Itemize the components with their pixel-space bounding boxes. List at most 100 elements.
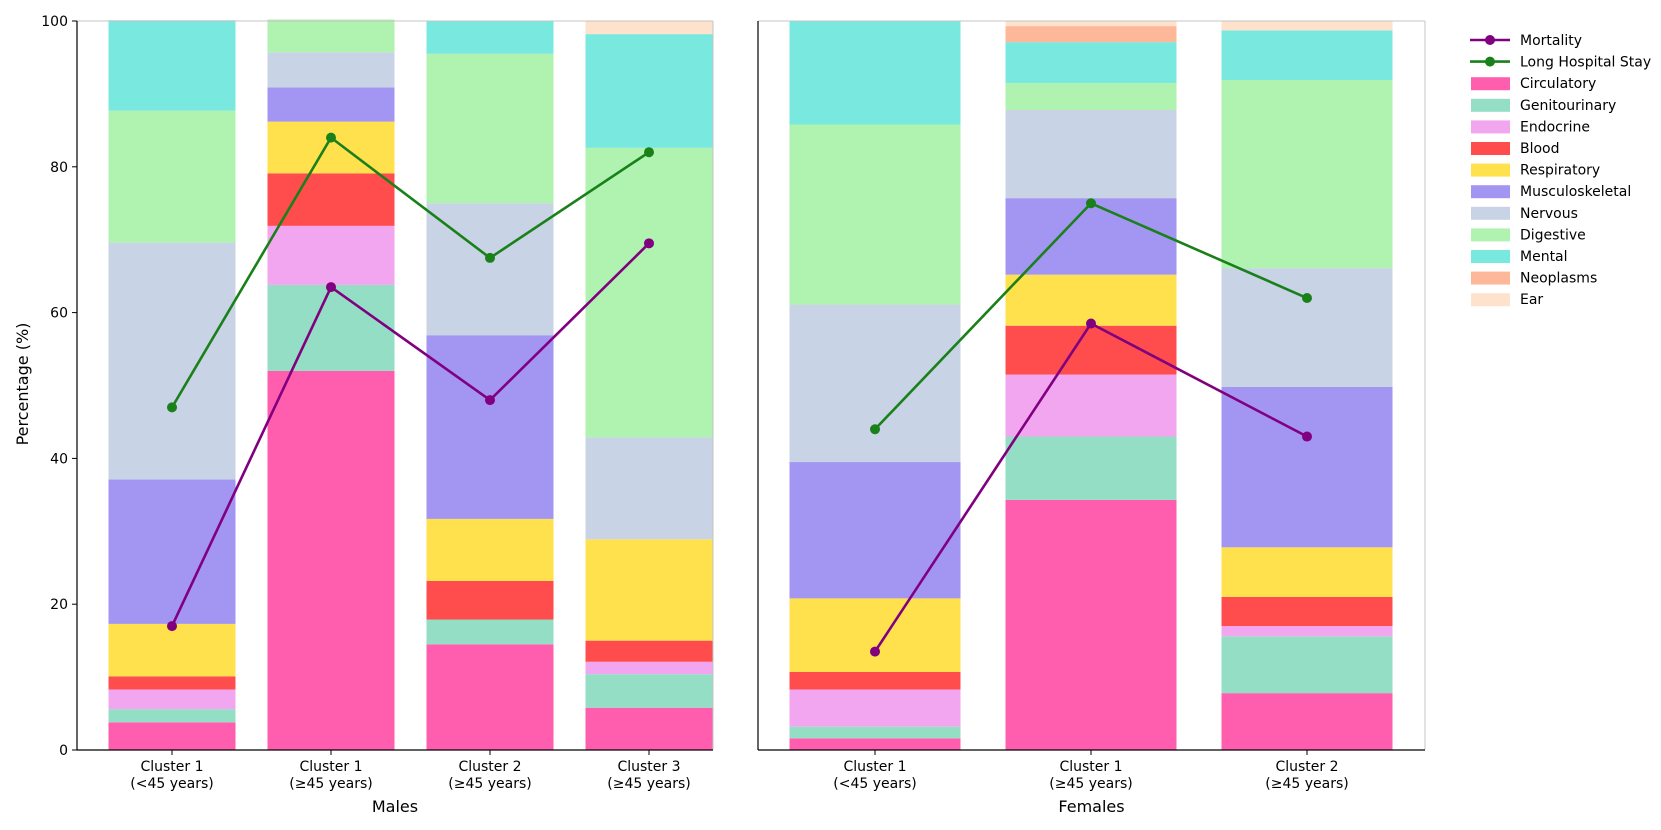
bar-segment-blood bbox=[789, 671, 961, 690]
bar-segment-blood bbox=[585, 640, 713, 662]
bar-segment-digestive bbox=[1221, 80, 1393, 269]
bar-segment-blood bbox=[267, 173, 395, 226]
bar-segment-nervous bbox=[267, 52, 395, 88]
bar-segment-circulatory bbox=[267, 370, 395, 750]
mortality-point bbox=[1086, 318, 1096, 329]
bar-segment-ear bbox=[585, 21, 713, 35]
x-tick-label-sub: (<45 years) bbox=[130, 776, 213, 792]
bar-segment-circulatory bbox=[585, 707, 713, 750]
bar-segment-digestive bbox=[1005, 82, 1177, 110]
legend-swatch bbox=[1471, 142, 1510, 155]
legend-label: Musculoskeletal bbox=[1520, 184, 1631, 200]
legend-label: Genitourinary bbox=[1520, 98, 1616, 114]
mortality-point bbox=[870, 646, 880, 657]
legend-swatch bbox=[1471, 98, 1510, 112]
bar-segment-mental bbox=[789, 21, 961, 125]
long_stay-point bbox=[644, 147, 654, 158]
y-axis-label: Percentage (%) bbox=[13, 323, 32, 446]
x-tick-label-sub: (<45 years) bbox=[833, 776, 916, 792]
bar-segment-respiratory bbox=[585, 539, 713, 641]
legend-item: Nervous bbox=[1471, 206, 1578, 222]
legend-item: Digestive bbox=[1471, 227, 1586, 243]
long_stay-point bbox=[870, 424, 880, 435]
legend-swatch-marker bbox=[1485, 56, 1495, 67]
legend-item: Genitourinary bbox=[1471, 98, 1616, 114]
bar-segment-genitourinary bbox=[789, 726, 961, 739]
bar-segment-respiratory bbox=[789, 598, 961, 672]
legend-label: Long Hospital Stay bbox=[1520, 55, 1651, 71]
bar-segment-digestive bbox=[789, 124, 961, 305]
bar-segment-blood bbox=[108, 676, 236, 690]
x-tick-label: Cluster 1 bbox=[299, 759, 362, 775]
bar-segment-genitourinary bbox=[267, 284, 395, 371]
bar-segment-genitourinary bbox=[585, 674, 713, 708]
bar-segment-endocrine bbox=[789, 689, 961, 727]
bar-segment-digestive bbox=[108, 110, 236, 243]
legend-label: Mortality bbox=[1520, 33, 1582, 49]
legend-label: Respiratory bbox=[1520, 163, 1600, 179]
bar-segment-endocrine bbox=[1221, 626, 1393, 637]
x-tick-label: Cluster 3 bbox=[617, 759, 680, 775]
bar-segment-nervous bbox=[585, 437, 713, 540]
long_stay-point bbox=[167, 402, 177, 413]
legend-swatch-marker bbox=[1485, 35, 1495, 45]
legend-swatch bbox=[1471, 163, 1510, 177]
legend-swatch bbox=[1471, 250, 1510, 263]
legend-item: Blood bbox=[1471, 141, 1560, 157]
y-tick-label: 0 bbox=[59, 743, 68, 759]
y-tick-label: 100 bbox=[41, 14, 68, 30]
bar-segment-ear bbox=[1221, 21, 1393, 31]
bar-segment-endocrine bbox=[1005, 374, 1177, 437]
bar-segment-nervous bbox=[108, 242, 236, 480]
x-tick-label-sub: (≥45 years) bbox=[1049, 776, 1132, 792]
legend-item: Long Hospital Stay bbox=[1470, 55, 1651, 71]
legend-label: Digestive bbox=[1520, 227, 1586, 243]
legend-label: Nervous bbox=[1520, 206, 1578, 222]
bar-segment-nervous bbox=[1221, 268, 1393, 387]
bar-segment-respiratory bbox=[1005, 274, 1177, 326]
bar-segment-genitourinary bbox=[1221, 636, 1393, 694]
bar-segment-endocrine bbox=[267, 225, 395, 285]
x-axis-label: Males bbox=[372, 797, 418, 816]
y-tick-label: 80 bbox=[50, 160, 68, 176]
x-tick-label-sub: (≥45 years) bbox=[448, 776, 531, 792]
y-tick-label: 60 bbox=[50, 306, 68, 322]
bar-segment-musculoskeletal bbox=[267, 87, 395, 122]
bar-segment-endocrine bbox=[108, 689, 236, 710]
legend-item: Respiratory bbox=[1471, 163, 1600, 179]
bar-segment-ear bbox=[1005, 21, 1177, 27]
y-tick-label: 40 bbox=[50, 451, 68, 467]
legend-swatch bbox=[1471, 120, 1510, 134]
mortality-line bbox=[170, 242, 650, 627]
long_stay-point bbox=[1302, 293, 1312, 304]
legend-label: Mental bbox=[1520, 249, 1568, 265]
legend-item: Neoplasms bbox=[1471, 271, 1597, 287]
bar-segment-mental bbox=[1005, 42, 1177, 83]
bar-segment-mental bbox=[585, 34, 713, 148]
mortality-point bbox=[167, 621, 177, 632]
mortality-point bbox=[1302, 431, 1312, 442]
legend-item: Circulatory bbox=[1471, 76, 1596, 92]
legend-label: Neoplasms bbox=[1520, 271, 1597, 287]
legend-item: Mental bbox=[1471, 249, 1568, 265]
bar-segment-neoplasms bbox=[1005, 26, 1177, 43]
long_stay-point bbox=[1086, 198, 1096, 209]
x-tick-label: Cluster 1 bbox=[140, 759, 203, 775]
legend-item: Musculoskeletal bbox=[1471, 184, 1631, 200]
mortality-point bbox=[326, 282, 336, 293]
legend-item: Mortality bbox=[1470, 33, 1582, 49]
bar-segment-nervous bbox=[1005, 109, 1177, 199]
mortality-point bbox=[644, 238, 654, 249]
bar-segment-musculoskeletal bbox=[1005, 198, 1177, 275]
legend-swatch bbox=[1471, 77, 1510, 91]
bar-segment-digestive bbox=[426, 53, 554, 204]
legend-label: Ear bbox=[1520, 292, 1543, 308]
bar-segment-circulatory bbox=[1221, 693, 1393, 750]
bar-segment-genitourinary bbox=[426, 619, 554, 645]
bar-segment-respiratory bbox=[267, 121, 395, 174]
bar-segment-digestive bbox=[267, 19, 395, 53]
bar-segment-respiratory bbox=[426, 518, 554, 581]
